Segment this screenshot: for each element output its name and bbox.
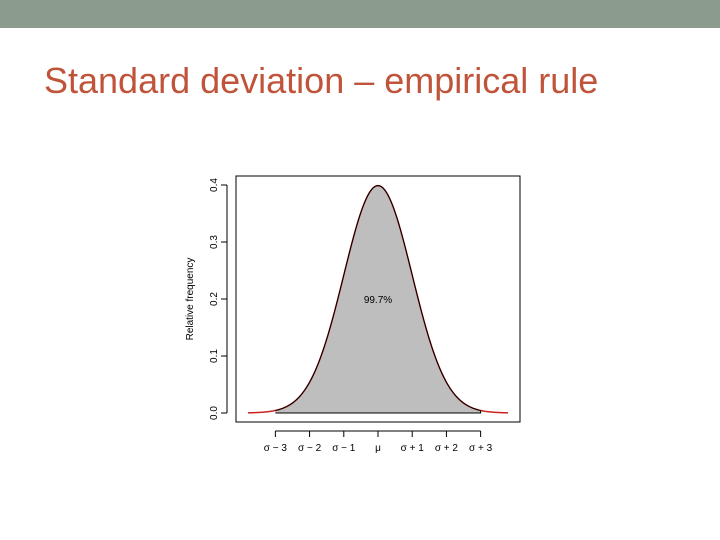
x-tick-label: σ + 1: [401, 443, 425, 454]
y-tick-label: 0.1: [209, 349, 220, 363]
y-tick-label: 0.4: [209, 178, 220, 192]
shaded-outline: [275, 185, 482, 414]
top-bar: [0, 0, 720, 28]
y-tick-label: 0.2: [209, 292, 220, 306]
plot-box: [235, 175, 521, 423]
y-axis-label: Relative frequency: [185, 258, 196, 341]
chart-svg: 99.7% Relative frequency 0.0 0.1 0.2 0.3 0.4…: [185, 175, 521, 454]
x-tick-label: σ − 2: [298, 443, 322, 454]
x-tick-label: σ − 1: [332, 443, 356, 454]
y-tick-label: 0.0: [209, 406, 220, 420]
x-tick-label: σ − 3: [264, 443, 288, 454]
x-tick-label: μ: [375, 443, 381, 454]
percent-annotation: 99.7%: [364, 295, 392, 306]
y-axis: 0.0 0.1 0.2 0.3 0.4: [209, 178, 228, 420]
slide-title: Standard deviation – empirical rule: [44, 60, 599, 101]
x-tick-label: σ + 3: [469, 443, 493, 454]
x-tick-label: σ + 2: [435, 443, 459, 454]
y-tick-label: 0.3: [209, 235, 220, 249]
shaded-area-99-7: [275, 185, 481, 413]
chart: 99.7% Relative frequency 0.0 0.1 0.2 0.3 0.4…: [175, 165, 535, 465]
x-axis: σ − 3 σ − 2 σ − 1 μ σ + 1 σ + 2 σ + 3: [264, 430, 493, 454]
